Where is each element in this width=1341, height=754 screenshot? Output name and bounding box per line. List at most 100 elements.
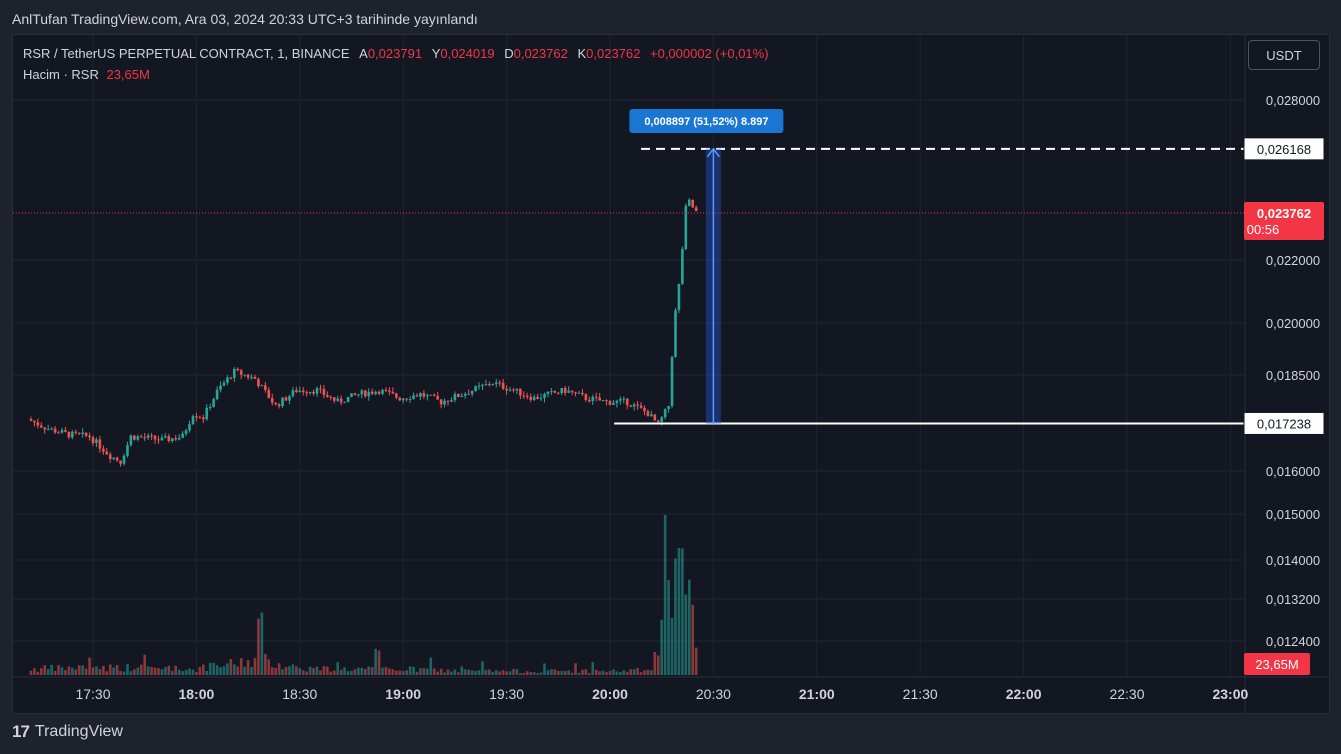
volume-bar [488, 669, 491, 675]
volume-label[interactable]: Hacim · RSR [23, 67, 99, 82]
candle-body [629, 405, 632, 407]
candle-body [615, 400, 619, 403]
candle-body [326, 394, 329, 397]
footer-brand[interactable]: 17 TradingView [12, 722, 123, 742]
price-tick-label: 0,014000 [1266, 553, 1320, 568]
candle-body [674, 310, 677, 357]
candle-body [363, 390, 367, 397]
change-value: +0,000002 (+0,01%) [650, 46, 769, 61]
candle-body [560, 387, 564, 394]
close-value: 0,023762 [586, 46, 641, 61]
candle-body [208, 406, 212, 408]
volume-bar [605, 672, 608, 675]
candle-body [102, 448, 105, 452]
volume-bar [315, 666, 319, 675]
candle-body [157, 439, 160, 441]
chart-area[interactable]: 0,008897 (51,52%) 8.897 0,028000 0,022000 0… [12, 34, 1330, 714]
volume-bar [553, 669, 557, 675]
volume-bar [598, 671, 601, 675]
candle-body [36, 422, 40, 426]
volume-bar [398, 670, 402, 675]
volume-bar [691, 604, 695, 675]
high-value: 0,024019 [440, 46, 495, 61]
candle-body [501, 382, 505, 389]
candle-body [191, 416, 195, 425]
candle-body [181, 433, 184, 438]
candle-body [153, 435, 157, 440]
candle-body [384, 389, 388, 391]
volume-bar [426, 668, 429, 675]
currency-button[interactable]: USDT [1248, 40, 1320, 70]
time-tick-label: 22:30 [1109, 686, 1144, 702]
candle-body [253, 376, 257, 379]
volume-bar [215, 665, 219, 675]
time-tick-label: 18:00 [178, 686, 214, 702]
candle-body [370, 391, 374, 394]
candle-body [405, 398, 408, 400]
candle-body [656, 420, 660, 422]
candle-body [188, 424, 191, 431]
volume-bar [164, 667, 167, 675]
candle-body [50, 428, 53, 430]
candle-body [460, 395, 464, 397]
candle-body [508, 389, 512, 391]
volume-bar [677, 548, 681, 675]
time-tick-label: 18:30 [282, 686, 317, 702]
candle-body [546, 391, 550, 394]
volume-bar [536, 673, 539, 675]
candle-body [660, 417, 663, 422]
candle-body [550, 391, 553, 393]
volume-bar [326, 666, 329, 675]
candle-body [60, 429, 64, 433]
volume-bar [36, 671, 40, 675]
candle-body [250, 376, 253, 378]
candle-body [619, 399, 622, 401]
candle-body [494, 382, 498, 385]
measure-label: 0,008897 (51,52%) 8.897 [644, 116, 768, 128]
volume-bar [284, 666, 288, 675]
volume-bar [584, 669, 588, 675]
candle-body [543, 393, 546, 398]
volume-bar [160, 669, 164, 675]
volume-bar [467, 669, 470, 675]
volume-bar [567, 670, 570, 675]
candle-body [529, 396, 533, 400]
volume-bar [674, 558, 677, 675]
candle-body [343, 402, 346, 404]
candle-body [498, 382, 502, 384]
candle-body [636, 404, 639, 406]
candle-body [301, 390, 305, 393]
volume-bar [129, 671, 133, 675]
candle-body [170, 438, 174, 442]
candle-body [484, 384, 488, 386]
volume-bar [122, 671, 126, 675]
candle-body [229, 377, 233, 379]
volume-bar [405, 670, 408, 675]
candle-body [360, 390, 364, 395]
volume-bar [236, 666, 240, 675]
price-tick-label: 0,018500 [1266, 368, 1320, 383]
candle-body [391, 391, 395, 394]
candle-body [167, 436, 171, 442]
volume-bar [491, 671, 495, 675]
volume-bar [481, 661, 484, 675]
volume-bar [50, 664, 53, 675]
candle-body [422, 393, 426, 397]
volume-bar [267, 659, 271, 675]
measure-price-tag: 0,017238 [1257, 416, 1311, 431]
volume-value: 23,65M [106, 67, 150, 82]
symbol-name[interactable]: RSR / TetherUS PERPETUAL CONTRACT, 1, BI… [23, 46, 350, 61]
volume-bar [219, 667, 222, 675]
volume-bar [105, 671, 109, 675]
volume-bar [295, 666, 298, 675]
volume-bar [370, 667, 374, 675]
candle-body [233, 368, 236, 379]
candle-body [53, 428, 57, 433]
candle-body [457, 393, 460, 397]
candle-body [588, 399, 591, 402]
candle-body [563, 387, 567, 393]
volume-bar [291, 664, 295, 675]
candle-body [694, 207, 698, 212]
chart-svg[interactable]: 0,008897 (51,52%) 8.897 0,028000 0,022000 0… [13, 35, 1330, 714]
volume-bar [594, 669, 598, 675]
